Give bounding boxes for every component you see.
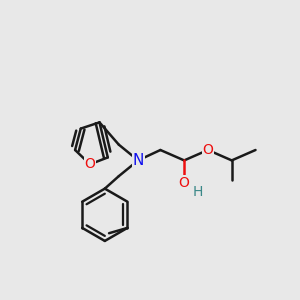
Text: N: N [132, 153, 144, 168]
Text: O: O [85, 157, 95, 171]
Text: O: O [202, 143, 213, 157]
Text: H: H [192, 185, 203, 199]
Text: O: O [179, 176, 190, 190]
